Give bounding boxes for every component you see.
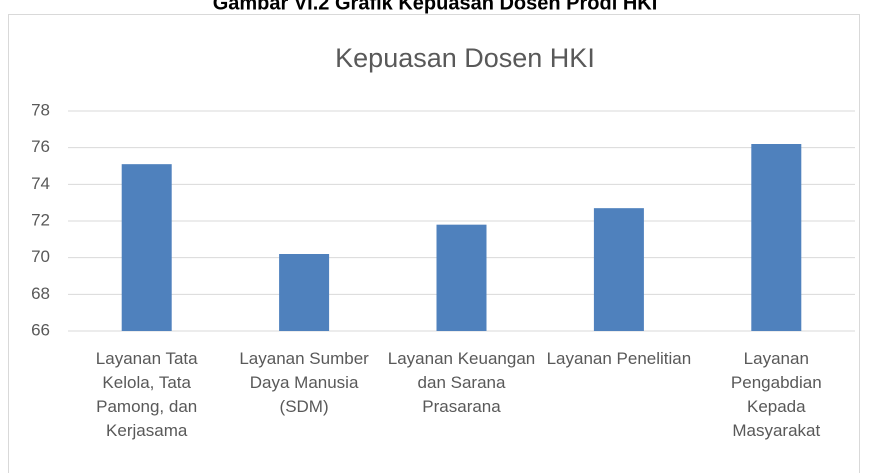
y-tick-label: 66 [31,320,50,339]
y-tick-label: 70 [31,247,50,266]
y-tick-label: 72 [31,210,50,229]
bar [121,164,172,331]
x-tick-label: Layanan Tata Kelola, Tata Pamong, dan Ke… [95,349,198,440]
bar [279,254,330,331]
caption: Gambar VI.2 Grafik Kepuasan Dosen Prodi … [213,0,658,14]
x-tick-label: Layanan Pengabdian Kepada Masyarakat [730,349,822,440]
chart-title: Kepuasan Dosen HKI [335,43,595,73]
bar [751,144,802,331]
chart-border [8,14,860,473]
bar [436,224,487,331]
y-tick-label: 68 [31,284,50,303]
y-tick-label: 76 [31,137,50,156]
y-tick-label: 74 [31,174,50,193]
y-tick-label: 78 [31,100,50,119]
x-tick-label: Layanan Penelitian [546,349,692,368]
x-tick-label: Layanan Sumber Daya Manusia (SDM) [239,349,369,416]
x-tick-label: Layanan Keuangan dan Sarana Prasarana [387,349,536,416]
bar [593,208,644,331]
